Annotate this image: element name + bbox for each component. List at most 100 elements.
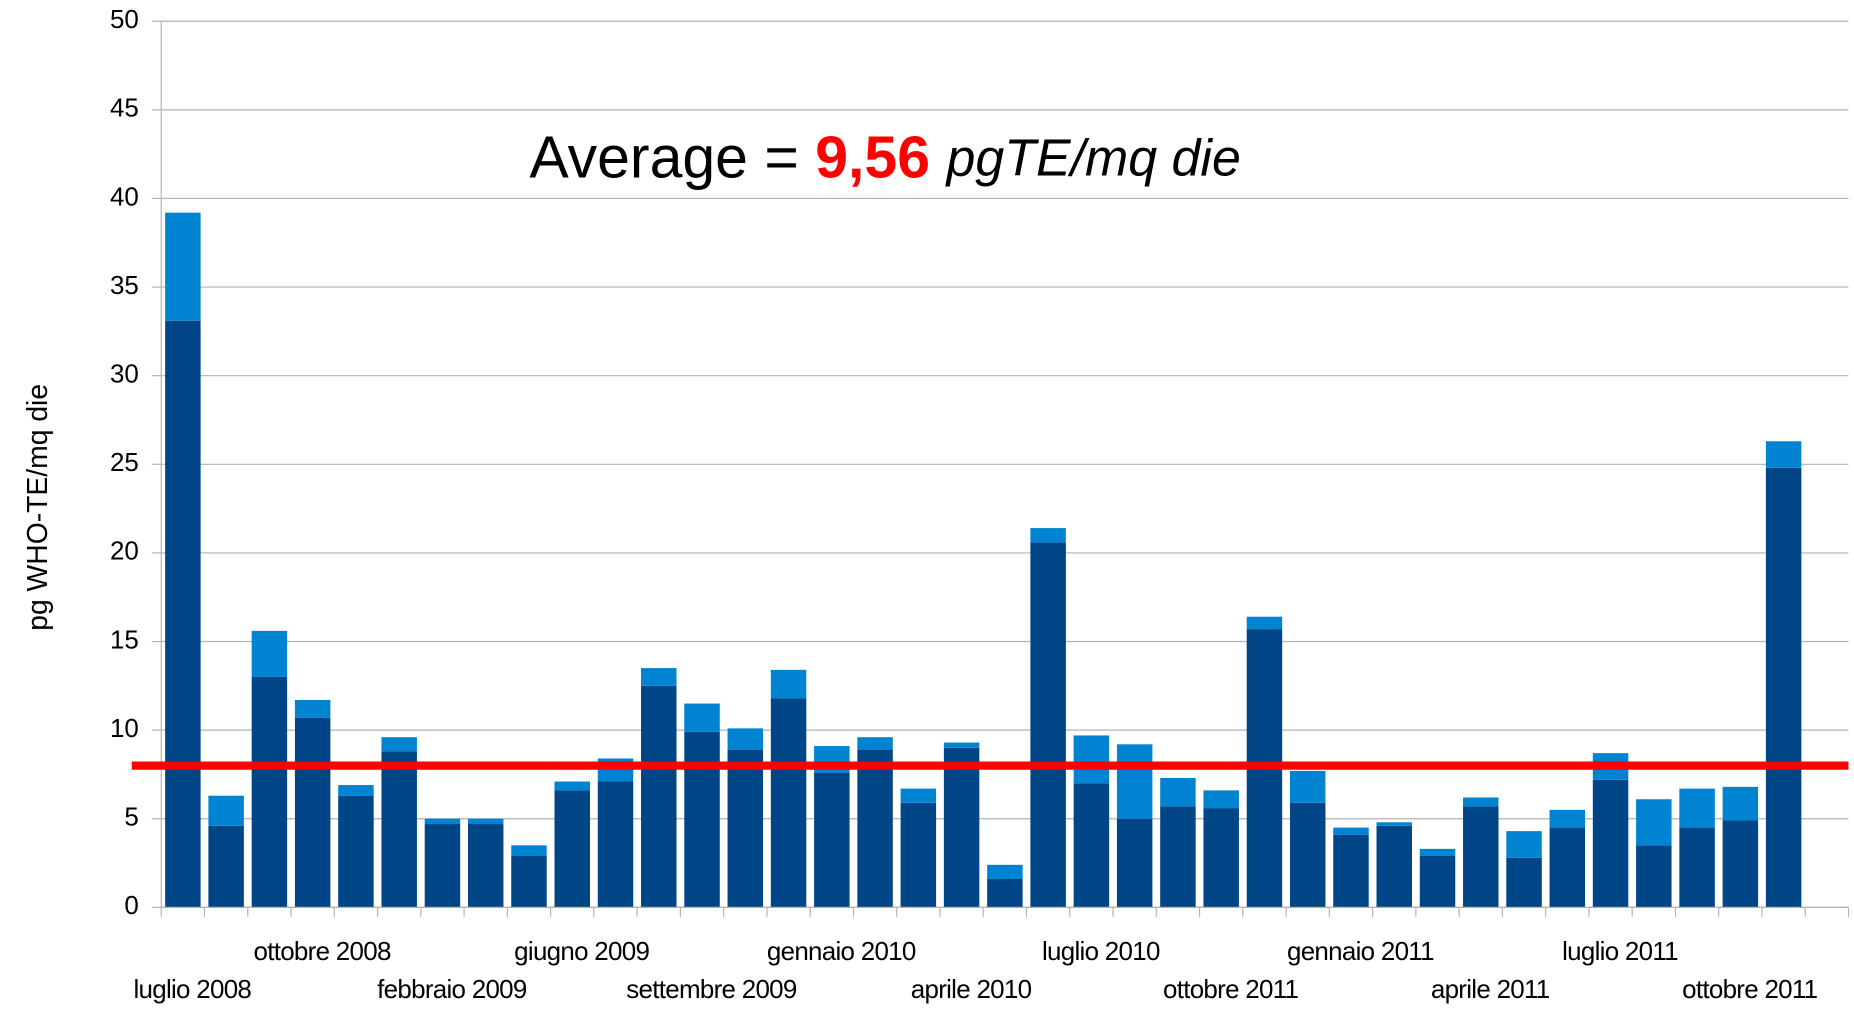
bar-segment	[900, 802, 937, 908]
bar-segment	[208, 795, 244, 826]
bar-segment	[770, 669, 807, 699]
bar-segment	[208, 825, 244, 908]
annotation: Average = 9,56 pgTE/mq die	[529, 124, 1240, 190]
bar-segment	[1160, 806, 1196, 908]
bar-segment	[424, 824, 461, 908]
bar-segment	[641, 668, 677, 686]
y-tick-label: 50	[110, 6, 139, 34]
bar-segment	[338, 785, 374, 796]
bar-segment	[1549, 827, 1586, 908]
bar-segment	[987, 864, 1023, 879]
y-tick-label: 45	[110, 95, 139, 123]
bar-segment	[467, 818, 504, 825]
bar-segment	[1289, 802, 1326, 908]
bar-segment	[294, 717, 331, 908]
y-tick-label: 40	[110, 183, 139, 211]
x-tick-label: luglio 2011	[1562, 938, 1678, 966]
x-tick-label: ottobre 2008	[254, 938, 391, 966]
bar-segment	[1073, 735, 1110, 784]
bar-segment	[684, 731, 720, 908]
bar-segment	[1765, 441, 1802, 468]
bar-segment	[338, 795, 374, 908]
bar-segment	[165, 212, 201, 321]
bar-segment	[770, 698, 807, 908]
bar-segment	[1765, 467, 1802, 908]
bar-segment	[1463, 797, 1499, 807]
bar-segment	[1203, 790, 1239, 809]
bar-segment	[1203, 808, 1239, 908]
bar-segment	[1030, 542, 1066, 908]
bar-segment	[684, 703, 720, 732]
annotation-unit: pgTE/mq die	[945, 129, 1241, 187]
bar-segment	[1636, 845, 1672, 908]
x-tick-label: luglio 2008	[133, 976, 251, 1004]
x-tick-label: aprile 2010	[911, 976, 1032, 1004]
y-axis-title: pg WHO-TE/mq die	[21, 384, 53, 631]
x-tick-label: gennaio 2011	[1287, 938, 1434, 966]
bar-segment	[1636, 799, 1672, 846]
x-tick-label: aprile 2011	[1431, 976, 1550, 1004]
annotation-value: 9,56	[815, 124, 930, 190]
y-tick-label: 35	[110, 272, 139, 300]
bar-segment	[554, 781, 590, 791]
x-tick-label: ottobre 2011	[1163, 976, 1299, 1004]
bar-segment	[424, 818, 461, 825]
x-tick-label: settembre 2009	[626, 976, 797, 1004]
bar-segment	[727, 728, 764, 750]
annotation-prefix: Average =	[529, 124, 815, 190]
bar-segment	[294, 699, 331, 718]
y-tick-label: 0	[124, 892, 138, 920]
x-tick-label: luglio 2010	[1042, 938, 1160, 966]
bar-segment	[1246, 616, 1283, 630]
bar-segment	[1549, 809, 1586, 828]
x-tick-label: giugno 2009	[514, 938, 649, 966]
y-tick-label: 25	[110, 449, 139, 477]
bar-segment	[1463, 806, 1499, 908]
bar-segment	[900, 788, 937, 803]
bar-segment	[165, 320, 201, 908]
bar-segment	[511, 855, 547, 908]
bar-segment	[641, 685, 677, 908]
bar-segment	[1333, 834, 1369, 908]
bar-segment	[1376, 825, 1412, 908]
bar-segment	[857, 749, 893, 908]
bar-segment	[1116, 744, 1153, 819]
bar-segment	[1506, 831, 1542, 858]
bar-segment	[814, 772, 850, 908]
bar-segment	[1419, 855, 1456, 908]
bar-segment	[1722, 820, 1759, 908]
bar-segment	[1506, 857, 1542, 908]
bar-segment	[251, 630, 288, 677]
x-tick-label: gennaio 2010	[767, 938, 916, 966]
bar-segment	[1160, 777, 1196, 807]
bar-segment	[987, 878, 1023, 908]
bar-segment	[1679, 788, 1715, 828]
bar-segment	[511, 845, 547, 856]
y-tick-label: 15	[110, 626, 139, 654]
bar-segment	[1419, 848, 1456, 856]
bar-segment	[1592, 779, 1629, 908]
y-tick-label: 5	[124, 804, 138, 832]
bar-segment	[467, 824, 504, 908]
bar-segment	[381, 737, 417, 752]
bar-segment	[943, 742, 980, 748]
bar-segment	[554, 790, 590, 908]
bar-segment	[1030, 528, 1066, 543]
y-tick-label: 30	[110, 361, 139, 389]
bar-segment	[943, 747, 980, 908]
x-tick-label: ottobre 2011	[1682, 976, 1818, 1004]
bar-segment	[727, 749, 764, 908]
bar-segment	[1289, 770, 1326, 803]
bar-segment	[251, 676, 288, 908]
x-tick-label: febbraio 2009	[377, 976, 527, 1004]
bar-segment	[597, 781, 634, 908]
y-tick-label: 10	[110, 715, 139, 743]
bar-segment	[1073, 783, 1110, 908]
bar-segment	[1722, 786, 1759, 821]
bar-segment	[1376, 822, 1412, 826]
bar-segment	[857, 737, 893, 750]
y-tick-label: 20	[110, 538, 139, 566]
bar-segment	[381, 751, 417, 908]
bar-segment	[1679, 827, 1715, 908]
